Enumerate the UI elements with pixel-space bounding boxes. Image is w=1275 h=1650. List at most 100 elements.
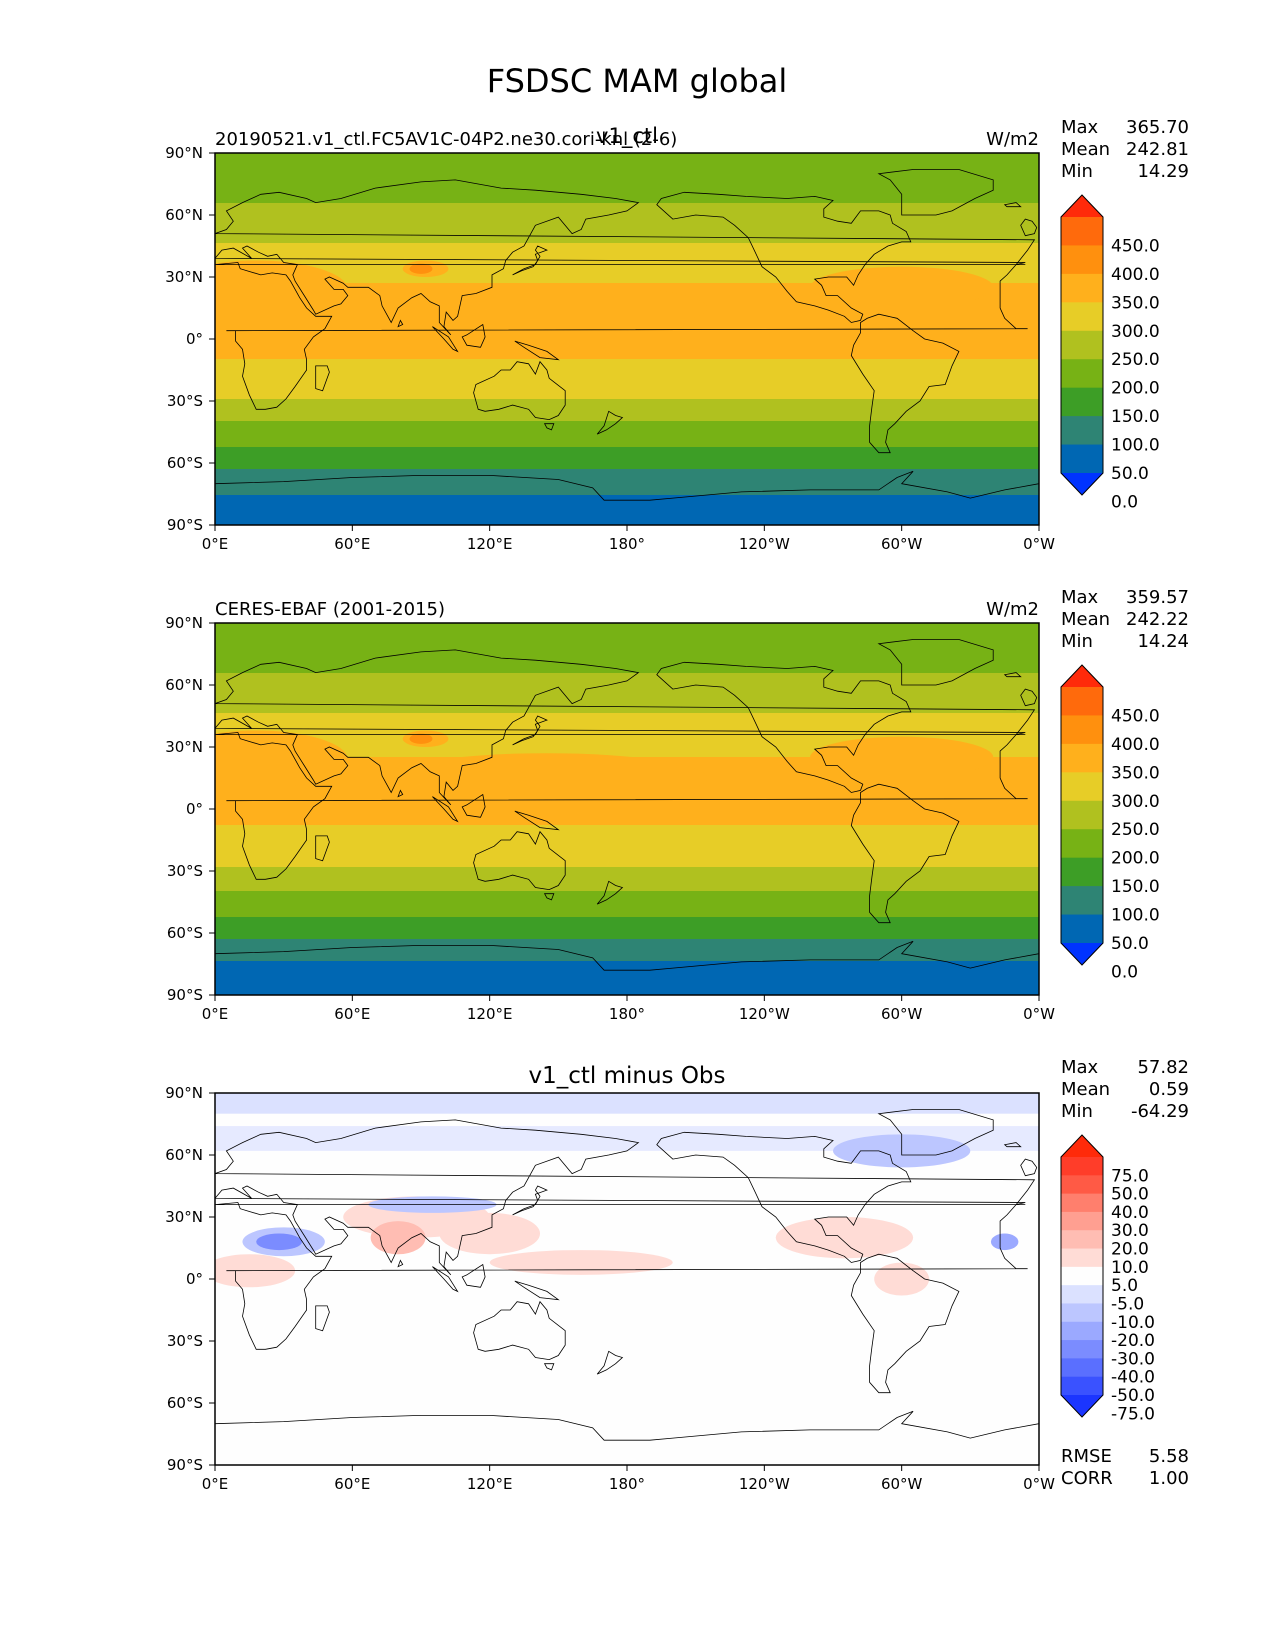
coastline-shape bbox=[397, 1259, 404, 1268]
colorbar-label: 200.0 bbox=[1111, 379, 1160, 399]
colorbar-segment bbox=[1061, 772, 1103, 802]
field-band bbox=[215, 365, 1039, 368]
y-tick-label: 30°S bbox=[167, 862, 203, 880]
stat-value-mean: 242.81 bbox=[1126, 139, 1189, 160]
x-tick-label: 180° bbox=[609, 1005, 645, 1023]
x-tick-label: 0°W bbox=[1023, 1475, 1055, 1493]
field-band bbox=[215, 825, 1039, 828]
field-band bbox=[215, 911, 1039, 914]
coastline-1 bbox=[215, 639, 1039, 971]
field-band bbox=[215, 233, 1039, 236]
field-band bbox=[215, 903, 1039, 906]
colorbar-label: 50.0 bbox=[1111, 1185, 1149, 1205]
field-band bbox=[215, 703, 1039, 706]
field-band bbox=[215, 219, 1039, 222]
coastline-shape bbox=[656, 1131, 912, 1263]
field-band bbox=[215, 467, 1039, 470]
coastline-shape bbox=[596, 1350, 624, 1375]
field-band bbox=[215, 679, 1039, 682]
field-band bbox=[215, 739, 1039, 742]
field-band bbox=[215, 685, 1039, 688]
field-band bbox=[215, 457, 1039, 460]
y-tick-label: 90°S bbox=[167, 516, 203, 534]
field-patch-high bbox=[215, 260, 348, 319]
colorbar-diff: 75.050.040.030.020.010.05.0-5.0-10.0-20.… bbox=[1060, 1134, 1155, 1424]
stat-label-min: Min bbox=[1061, 631, 1093, 652]
field-band bbox=[215, 391, 1039, 394]
colorbar-label: 350.0 bbox=[1111, 763, 1160, 783]
field-band bbox=[215, 753, 1039, 756]
stat-label-min: Min bbox=[1061, 1101, 1093, 1122]
field-band bbox=[215, 919, 1039, 922]
coastline-antarctica bbox=[215, 940, 1039, 971]
field-band bbox=[215, 447, 1039, 450]
field-band bbox=[215, 449, 1039, 452]
field-band bbox=[215, 519, 1039, 522]
field-band bbox=[215, 667, 1039, 670]
axes: 0°E 60°E 120°E 180° 120°W 60°W 0°W 90°N 60°N 30°N… bbox=[165, 614, 1055, 1023]
colorbar-segment bbox=[1061, 245, 1103, 275]
diff-anomaly-patch bbox=[489, 1250, 673, 1275]
x-tick-label: 120°W bbox=[739, 535, 790, 553]
y-tick-label: 90°S bbox=[167, 986, 203, 1004]
field-band bbox=[215, 879, 1039, 882]
field-band bbox=[215, 179, 1039, 182]
field-band bbox=[215, 855, 1039, 858]
field-band bbox=[215, 439, 1039, 442]
stats-block: RMSE 5.58 CORR 1.00 bbox=[1061, 1446, 1189, 1489]
coastline-2 bbox=[215, 1109, 1039, 1441]
field-band bbox=[215, 163, 1039, 166]
colorbar-segment bbox=[1061, 1230, 1103, 1250]
stat-label-mean: Mean bbox=[1061, 609, 1110, 630]
field-band bbox=[215, 841, 1039, 844]
colorbar-extend-bottom bbox=[1061, 943, 1103, 965]
field-band bbox=[215, 333, 1039, 336]
field-band bbox=[215, 957, 1039, 960]
field-band bbox=[215, 337, 1039, 340]
field-band bbox=[215, 523, 1039, 525]
x-tick-label: 0°E bbox=[202, 535, 229, 553]
field-band bbox=[215, 643, 1039, 646]
coastline-shape bbox=[215, 1202, 1028, 1350]
coastline-shape bbox=[461, 323, 486, 348]
field-band bbox=[215, 167, 1039, 170]
field-patch-high bbox=[810, 266, 994, 308]
field-band bbox=[215, 359, 1039, 362]
colorbar-segment bbox=[1061, 687, 1103, 716]
stats-block: Max 57.82 Mean 0.59 Min -64.29 bbox=[1061, 1057, 1189, 1122]
field-band bbox=[215, 383, 1039, 386]
colorbar-segment bbox=[1061, 1321, 1103, 1341]
field-band bbox=[215, 411, 1039, 414]
field-band bbox=[215, 891, 1039, 894]
field-band bbox=[215, 865, 1039, 868]
field-band bbox=[215, 967, 1039, 970]
field-band bbox=[215, 721, 1039, 724]
field-band bbox=[215, 237, 1039, 240]
field-band bbox=[215, 945, 1039, 948]
colorbar-segment bbox=[1061, 886, 1103, 916]
coastline-shape bbox=[397, 789, 404, 798]
field-band bbox=[215, 725, 1039, 728]
field-band bbox=[215, 989, 1039, 992]
field-band bbox=[215, 629, 1039, 632]
field-band bbox=[215, 955, 1039, 958]
field-band bbox=[215, 211, 1039, 214]
field-band bbox=[215, 735, 1039, 738]
field-band bbox=[215, 917, 1039, 920]
field-band bbox=[215, 371, 1039, 374]
field-band bbox=[215, 707, 1039, 710]
field-band bbox=[215, 401, 1039, 404]
colorbar-segment bbox=[1061, 330, 1103, 360]
field-band bbox=[215, 157, 1039, 160]
map-ref: 0°E 60°E 120°E 180° 120°W 60°W 0°W 90°N 60°N 30°N… bbox=[165, 614, 1055, 1023]
panel-title-center: v1_ctl bbox=[596, 124, 658, 149]
field-band bbox=[215, 271, 1039, 274]
diff-anomaly-patch bbox=[256, 1233, 302, 1251]
field-band bbox=[215, 943, 1039, 946]
field-band bbox=[215, 213, 1039, 216]
field-band bbox=[215, 427, 1039, 430]
diff-polar-band bbox=[215, 1093, 1039, 1114]
field-band bbox=[215, 193, 1039, 196]
field-band bbox=[215, 363, 1039, 366]
